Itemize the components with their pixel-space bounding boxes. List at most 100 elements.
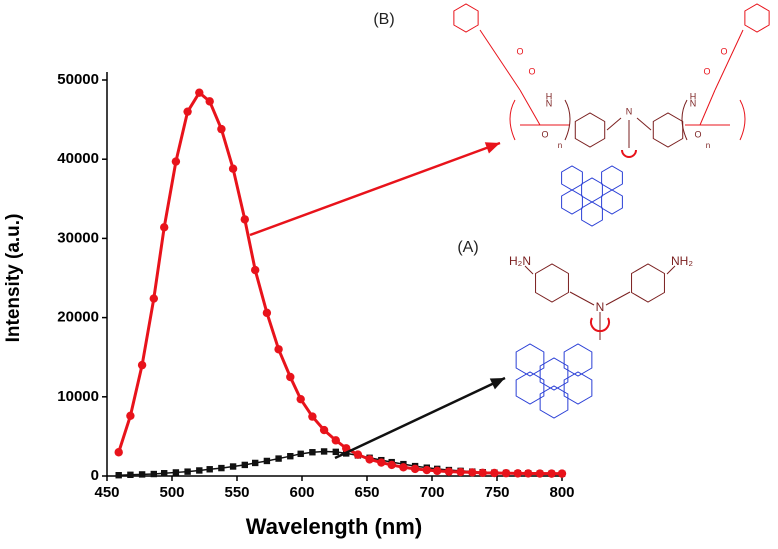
- point: [468, 468, 477, 477]
- bond: [479, 29, 521, 91]
- point: [353, 450, 363, 459]
- point: [535, 469, 545, 478]
- point: [160, 223, 169, 232]
- point: [274, 345, 283, 354]
- point: [513, 469, 522, 478]
- y-tick-label: 20000: [57, 309, 99, 326]
- arrow: [249, 141, 501, 237]
- bond: [666, 265, 676, 275]
- point: [275, 455, 282, 462]
- atom-label: N: [626, 106, 633, 116]
- point: [286, 372, 295, 382]
- ring: [652, 112, 684, 148]
- point: [262, 308, 272, 318]
- point: [241, 461, 248, 469]
- point: [184, 468, 191, 475]
- bond: [519, 89, 541, 126]
- point: [444, 467, 454, 476]
- bond: [605, 291, 631, 306]
- x-tick-label: 500: [159, 484, 184, 501]
- series-line: [117, 90, 562, 476]
- point: [287, 453, 294, 460]
- y-tick-label: 40000: [57, 150, 99, 167]
- x-tick-label: 800: [549, 484, 574, 501]
- atom-label: O: [528, 66, 535, 76]
- atom-label: O: [720, 46, 727, 56]
- point: [195, 88, 204, 97]
- ring: [563, 371, 593, 405]
- point: [309, 449, 316, 456]
- ring: [539, 385, 569, 419]
- point: [410, 464, 420, 474]
- atom-label: N: [546, 98, 553, 108]
- x-tick-label: 550: [224, 484, 249, 501]
- point: [240, 215, 249, 224]
- point: [547, 469, 556, 478]
- bond: [714, 29, 744, 91]
- y-tick-label: 50000: [57, 71, 99, 88]
- atom-label: N: [690, 98, 697, 108]
- ring: [535, 263, 569, 303]
- x-axis-label: Wavelength (nm): [246, 514, 422, 539]
- point: [490, 468, 499, 478]
- point: [319, 425, 329, 435]
- bond: [524, 265, 534, 275]
- bracket: [509, 99, 516, 141]
- point: [524, 469, 533, 478]
- ring: [574, 112, 606, 148]
- point: [365, 455, 374, 464]
- point: [172, 469, 180, 476]
- point: [456, 467, 465, 477]
- point: [228, 164, 238, 173]
- bracket: [681, 99, 688, 141]
- rot-arrow: [621, 149, 637, 158]
- point: [149, 294, 158, 303]
- point: [115, 472, 122, 479]
- atom-label: NH₂: [671, 254, 693, 268]
- y-tick-label: 30000: [57, 229, 99, 246]
- point: [161, 470, 168, 477]
- point: [557, 469, 567, 478]
- point: [183, 107, 192, 116]
- bracket: [739, 99, 746, 141]
- point: [150, 470, 157, 478]
- ring: [581, 201, 603, 227]
- y-tick-label: 10000: [57, 388, 99, 405]
- ring: [601, 189, 623, 215]
- point: [433, 466, 442, 476]
- point: [422, 465, 431, 475]
- point: [171, 157, 181, 166]
- point: [296, 394, 305, 404]
- atom-label: O: [694, 129, 701, 139]
- point: [217, 124, 226, 134]
- point: [320, 448, 328, 455]
- ring: [744, 3, 770, 33]
- ring: [601, 165, 623, 191]
- point: [196, 467, 203, 474]
- x-tick-label: 700: [419, 484, 444, 501]
- atom-label: H: [546, 91, 553, 101]
- ring: [515, 343, 545, 377]
- point: [308, 412, 317, 421]
- label-b: (B): [373, 11, 394, 28]
- atom-label: O: [703, 66, 710, 76]
- bond: [636, 117, 652, 131]
- arrow-head: [489, 378, 505, 390]
- x-tick-label: 650: [354, 484, 379, 501]
- ring: [581, 177, 603, 203]
- point: [399, 463, 408, 472]
- x-tick-label: 750: [484, 484, 509, 501]
- arrow-head: [484, 142, 500, 154]
- point: [332, 448, 339, 456]
- label-a: (A): [457, 239, 478, 256]
- point: [114, 448, 123, 457]
- ring: [453, 3, 479, 33]
- y-tick-label: 0: [91, 467, 99, 484]
- x-tick-label: 450: [94, 484, 119, 501]
- point: [218, 464, 225, 472]
- point: [263, 457, 271, 465]
- bond: [606, 117, 622, 131]
- point: [377, 458, 386, 467]
